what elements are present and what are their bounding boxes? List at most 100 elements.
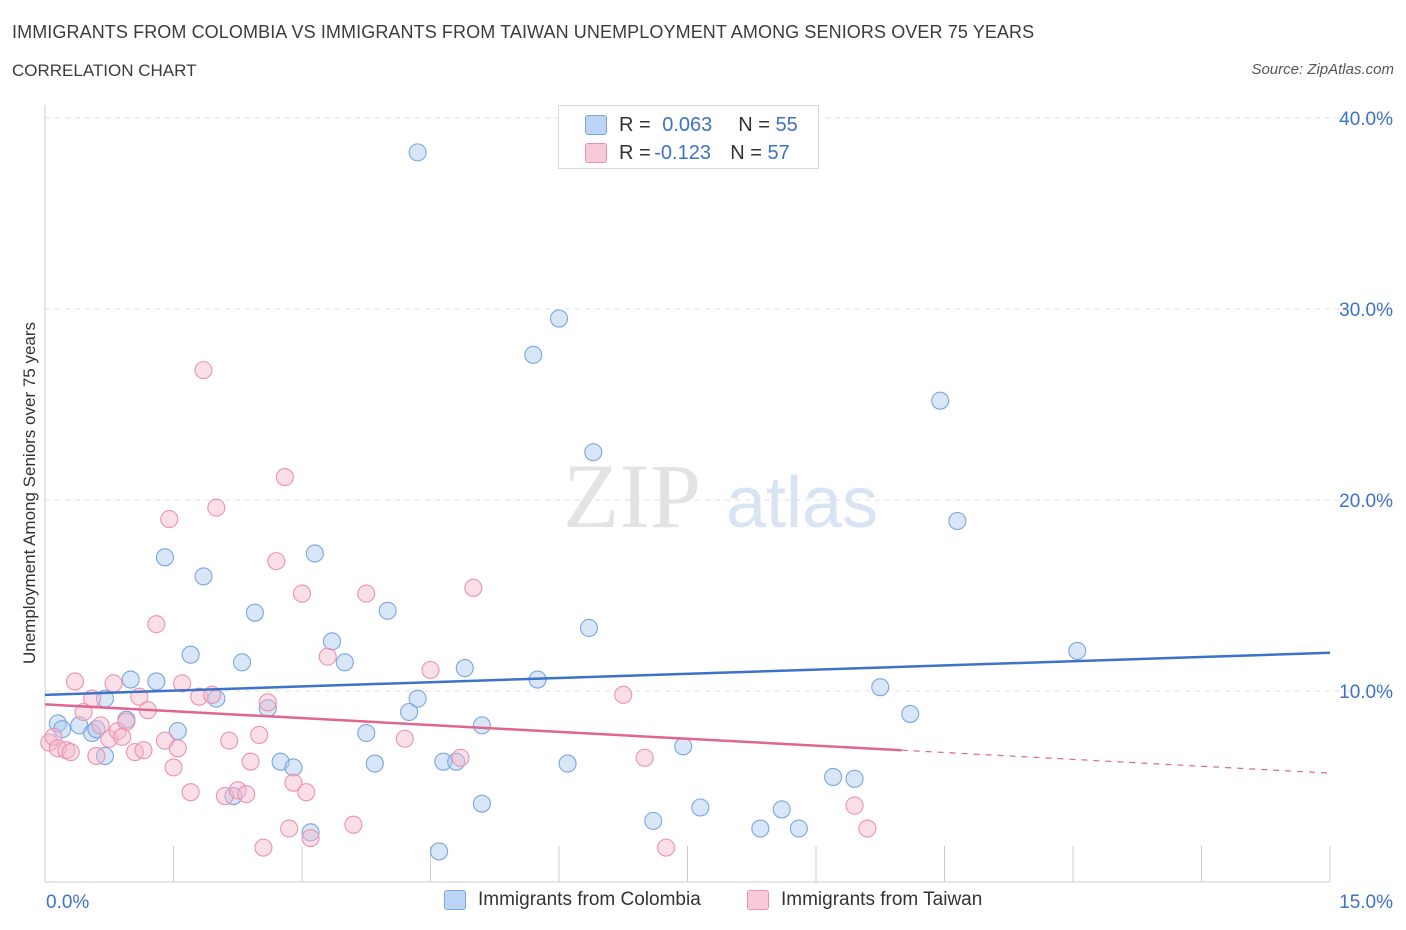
point-colombia [365, 754, 384, 773]
point-taiwan [395, 729, 414, 748]
point-taiwan [134, 741, 153, 760]
point-taiwan [267, 552, 286, 571]
point-taiwan [318, 647, 337, 666]
trend-lines [44, 651, 1331, 774]
trend-line-taiwan-extrapolated [901, 749, 1331, 774]
point-taiwan [65, 672, 85, 691]
legend-n-value-taiwan: 57 [767, 141, 790, 164]
point-taiwan [228, 781, 247, 800]
point-colombia [181, 645, 200, 664]
legend-r-value-colombia: 0.063 [662, 113, 713, 136]
point-colombia [335, 653, 354, 672]
point-taiwan [464, 578, 483, 597]
legend-r-value-taiwan: -0.123 [654, 141, 711, 164]
point-colombia [644, 811, 663, 830]
axes [44, 105, 1331, 883]
point-taiwan [275, 468, 294, 487]
point-colombia [434, 752, 453, 771]
y-tick-label: 40.0% [1339, 109, 1393, 130]
point-taiwan [61, 743, 80, 762]
watermark: ZIP atlas [563, 445, 878, 547]
point-colombia [408, 689, 427, 708]
point-taiwan [292, 584, 312, 603]
y-tick-label: 30.0% [1339, 300, 1393, 321]
legend-row-taiwan: R = -0.123 N = 57 [585, 142, 790, 164]
point-colombia [472, 794, 491, 813]
point-colombia [824, 767, 843, 787]
legend-swatch-colombia [585, 115, 607, 135]
point-colombia [524, 345, 543, 364]
point-colombia [691, 798, 710, 817]
point-colombia [751, 819, 770, 838]
legend-r-label: R = [619, 141, 651, 164]
point-taiwan [147, 615, 166, 634]
point-colombia [232, 653, 252, 672]
point-taiwan [117, 712, 136, 731]
legend-swatch-taiwan [585, 143, 607, 163]
point-colombia [579, 618, 599, 638]
point-taiwan [168, 739, 187, 758]
series-legend: Immigrants from Colombia Immigrants from… [0, 889, 1406, 915]
legend-item-taiwan[interactable]: Immigrants from Taiwan [747, 889, 982, 911]
y-axis-label: Unemployment Among Seniors over 75 years [20, 322, 39, 664]
chart-subtitle: CORRELATION CHART [12, 61, 197, 80]
point-colombia [455, 659, 474, 678]
point-colombia [549, 309, 569, 328]
point-taiwan [241, 752, 260, 771]
y-tick-label: 10.0% [1339, 682, 1393, 703]
gridlines [45, 117, 1390, 692]
point-taiwan [160, 510, 179, 529]
point-taiwan [421, 660, 440, 680]
point-taiwan [284, 773, 303, 792]
point-colombia [322, 632, 342, 651]
point-colombia [674, 737, 693, 756]
point-colombia [1068, 641, 1087, 660]
point-taiwan [173, 674, 192, 693]
point-taiwan [237, 785, 256, 804]
point-taiwan [280, 819, 299, 838]
point-taiwan [614, 685, 633, 704]
point-taiwan [91, 716, 110, 735]
point-colombia [789, 819, 808, 838]
point-taiwan [858, 819, 877, 838]
point-colombia [901, 704, 920, 723]
point-colombia [948, 511, 967, 531]
legend-label-colombia: Immigrants from Colombia [478, 889, 701, 910]
legend-item-colombia[interactable]: Immigrants from Colombia [444, 889, 701, 911]
point-colombia [245, 603, 264, 622]
point-taiwan [635, 748, 654, 767]
point-colombia [284, 758, 303, 777]
point-taiwan [250, 725, 269, 744]
point-taiwan [258, 693, 277, 712]
point-colombia [194, 567, 213, 586]
point-taiwan [87, 746, 106, 765]
point-taiwan [657, 838, 676, 857]
point-colombia [408, 143, 427, 162]
point-colombia [357, 723, 376, 743]
source-label: Source: ZipAtlas.com [1251, 61, 1394, 78]
point-colombia [301, 823, 320, 842]
watermark-zip: ZIP [563, 445, 701, 547]
point-taiwan [451, 748, 470, 767]
point-taiwan [44, 727, 63, 746]
legend-n-label: N = [738, 113, 770, 136]
point-colombia [845, 769, 864, 788]
point-taiwan [164, 758, 183, 777]
point-colombia [772, 800, 791, 819]
legend-n-label: N = [730, 141, 762, 164]
tick-labels: 10.0% 20.0% 30.0% 40.0% 0.0% 15.0% [46, 109, 1393, 913]
legend-swatch-taiwan [747, 890, 769, 910]
point-taiwan [344, 815, 363, 834]
legend-r-label: R = [619, 113, 651, 136]
point-taiwan [207, 498, 226, 517]
point-taiwan [297, 783, 316, 802]
correlation-legend: R = 0.063 N = 55 R = -0.123 N = 57 [558, 105, 819, 169]
point-taiwan [181, 783, 200, 802]
point-taiwan [845, 796, 864, 815]
point-taiwan [254, 838, 273, 857]
point-colombia [305, 544, 324, 563]
series-taiwan-points [40, 361, 877, 857]
point-colombia [378, 601, 397, 620]
chart-title: IMMIGRANTS FROM COLOMBIA VS IMMIGRANTS F… [12, 22, 1035, 42]
